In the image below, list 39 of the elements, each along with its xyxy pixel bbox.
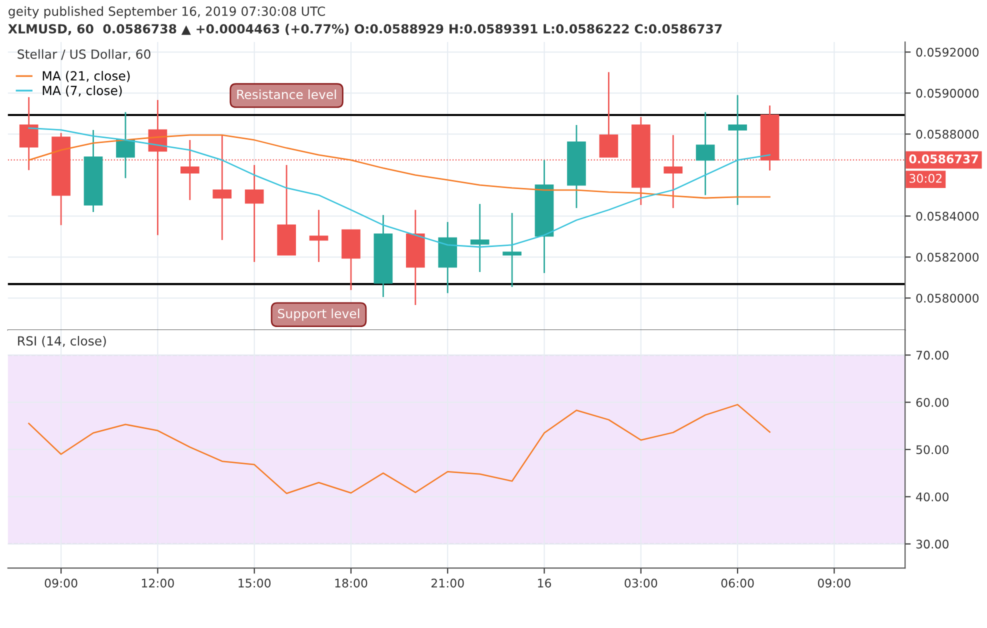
x-tick-label: 12:00 <box>142 578 174 588</box>
x-tick-label: 09:00 <box>818 578 850 588</box>
text: Stellar / US Dollar, 60 <box>18 49 150 60</box>
candlestick <box>19 96 38 171</box>
candlestick <box>696 111 715 196</box>
y-tick-label: 0.0582000 <box>916 252 979 262</box>
y-tick-label: 70.00 <box>916 350 949 360</box>
y-tick-label: 0.0580000 <box>916 294 979 303</box>
y-tick-label: 0.0588000 <box>916 130 979 139</box>
ref-line-label: 0.0586737 <box>909 154 978 164</box>
x-tick-label: 16 <box>538 578 552 588</box>
x-tick-label: 21:00 <box>431 578 464 588</box>
annotation: Resistance level <box>237 89 336 100</box>
chart-subtitle: geity published September 16, 2019 07:30:08 UTC <box>8 6 325 18</box>
y-tick-label: 40.00 <box>916 492 949 502</box>
candlestick <box>116 111 135 179</box>
x-tick-label: 03:00 <box>624 578 658 588</box>
candlestick <box>502 212 522 288</box>
y-tick-label: 60.00 <box>916 398 949 407</box>
text: 30:02 <box>910 174 942 183</box>
legend-label: MA (21, close) <box>42 70 130 82</box>
text: XLMUSD, 60 0.0586738 ▲ +0.0004463 (+0.77%) O:0.0588929 H:0.0589391 L:0.0586222 C:0.0586737 <box>8 24 722 36</box>
candlestick <box>309 209 328 263</box>
x-tick-label: 06:00 <box>721 578 754 588</box>
y-tick-label: 30.00 <box>916 540 949 549</box>
y-tick-label: 0.0592000 <box>916 48 979 57</box>
y-tick-label: 50.00 <box>916 445 949 454</box>
chart-title: RSI (14, close) <box>18 336 106 348</box>
legend-label: MA (7, close) <box>42 86 122 97</box>
y-tick-label: 0.0584000 <box>916 212 979 221</box>
line-series <box>28 404 770 494</box>
candlestick <box>212 134 232 241</box>
x-tick-label: 09:00 <box>44 578 78 588</box>
candlestick <box>599 71 618 158</box>
x-tick-label: 15:00 <box>238 578 271 588</box>
x-tick-label: 18:00 <box>335 578 368 588</box>
y-tick-label: 0.0590000 <box>916 88 979 98</box>
annotation: Support level <box>278 308 360 321</box>
candlestick <box>470 203 490 273</box>
